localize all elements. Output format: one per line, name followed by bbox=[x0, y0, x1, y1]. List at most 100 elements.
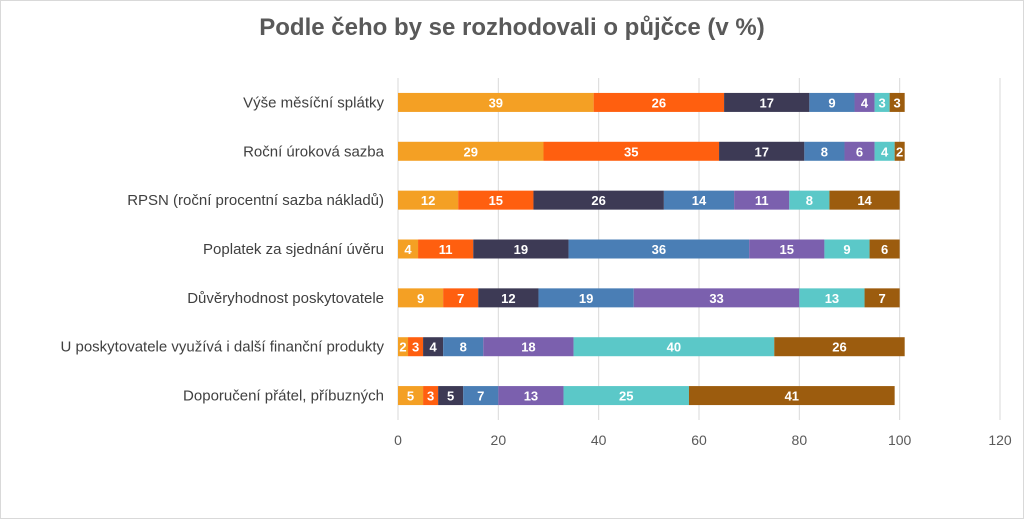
bar-segment bbox=[483, 337, 574, 357]
bar-segment bbox=[473, 239, 569, 259]
bar-segment bbox=[804, 141, 845, 161]
bar-segment bbox=[443, 288, 479, 308]
x-tick-label: 40 bbox=[591, 432, 607, 448]
data-label: 6 bbox=[856, 144, 863, 159]
bar-segment bbox=[874, 141, 895, 161]
chart-title: Podle čeho by se rozhodovali o půjčce (v… bbox=[259, 14, 765, 41]
data-label: 41 bbox=[785, 389, 799, 404]
x-tick-label: 100 bbox=[888, 432, 912, 448]
bar-segment bbox=[633, 288, 800, 308]
data-label: 2 bbox=[399, 340, 406, 355]
data-label: 9 bbox=[828, 95, 835, 110]
data-label: 2 bbox=[896, 144, 903, 159]
bar-segment bbox=[398, 386, 424, 406]
data-label: 9 bbox=[843, 242, 850, 257]
data-label: 14 bbox=[692, 193, 707, 208]
data-label: 40 bbox=[667, 340, 681, 355]
bar-segment bbox=[538, 288, 634, 308]
data-label: 19 bbox=[579, 291, 593, 306]
data-label: 4 bbox=[881, 144, 889, 159]
bar-segment bbox=[719, 141, 805, 161]
data-label: 11 bbox=[755, 193, 769, 208]
bar-segment bbox=[418, 239, 474, 259]
bar-segment bbox=[423, 337, 444, 357]
data-label: 9 bbox=[417, 291, 424, 306]
data-label: 33 bbox=[709, 291, 723, 306]
category-label: Roční úroková sazba bbox=[243, 143, 385, 160]
category-label: Výše měsíční splátky bbox=[243, 94, 384, 111]
bar-segment bbox=[869, 239, 900, 259]
bar-segment bbox=[408, 337, 424, 357]
bar-segment bbox=[663, 190, 735, 210]
bar-segment bbox=[398, 92, 594, 112]
data-label: 29 bbox=[464, 144, 478, 159]
data-label: 15 bbox=[780, 242, 794, 257]
bar-segment bbox=[438, 386, 464, 406]
bar-segment bbox=[889, 92, 905, 112]
data-label: 8 bbox=[821, 144, 828, 159]
bar-segment bbox=[498, 386, 564, 406]
data-label: 3 bbox=[878, 95, 885, 110]
data-label: 19 bbox=[514, 242, 528, 257]
data-label: 14 bbox=[857, 193, 872, 208]
bar-segment bbox=[398, 239, 419, 259]
data-label: 5 bbox=[407, 389, 414, 404]
bar-segment bbox=[463, 386, 499, 406]
category-label: Doporučení přátel, příbuzných bbox=[183, 388, 384, 405]
bar-segment bbox=[398, 288, 444, 308]
bar-segment bbox=[593, 92, 725, 112]
bar-segment bbox=[423, 386, 439, 406]
bar-segment bbox=[774, 337, 905, 357]
bar-segment bbox=[398, 337, 409, 357]
x-tick-label: 0 bbox=[394, 432, 402, 448]
data-label: 4 bbox=[861, 95, 869, 110]
bar-segment bbox=[789, 190, 830, 210]
data-label: 7 bbox=[878, 291, 885, 306]
bar-segment bbox=[533, 190, 664, 210]
data-label: 26 bbox=[591, 193, 605, 208]
data-label: 18 bbox=[521, 340, 535, 355]
bar-segment bbox=[734, 190, 790, 210]
bar-segment bbox=[809, 92, 855, 112]
x-tick-label: 60 bbox=[691, 432, 707, 448]
bar-segment bbox=[398, 141, 544, 161]
bar-segment bbox=[829, 190, 900, 210]
bar-segment bbox=[573, 337, 775, 357]
data-label: 3 bbox=[412, 340, 419, 355]
data-label: 8 bbox=[460, 340, 467, 355]
data-label: 4 bbox=[404, 242, 412, 257]
data-label: 17 bbox=[754, 144, 768, 159]
bar-segment bbox=[543, 141, 720, 161]
bar-segment bbox=[844, 141, 875, 161]
bar-segment bbox=[478, 288, 539, 308]
data-label: 12 bbox=[501, 291, 515, 306]
category-label: U poskytovatele využívá i další finanční… bbox=[61, 339, 385, 356]
category-label: RPSN (roční procentní sazba nákladů) bbox=[127, 192, 384, 209]
bar-segment bbox=[799, 288, 865, 308]
bar-segment bbox=[894, 141, 905, 161]
data-label: 8 bbox=[806, 193, 813, 208]
bar-segment bbox=[854, 92, 875, 112]
data-label: 25 bbox=[619, 389, 633, 404]
category-label: Poplatek za sjednání úvěru bbox=[203, 241, 384, 258]
bar-segment bbox=[458, 190, 534, 210]
bar-segment bbox=[568, 239, 750, 259]
data-label: 17 bbox=[759, 95, 773, 110]
bar-segment bbox=[864, 288, 900, 308]
data-label: 6 bbox=[881, 242, 888, 257]
bar-segment bbox=[874, 92, 890, 112]
data-label: 3 bbox=[427, 389, 434, 404]
data-label: 12 bbox=[421, 193, 435, 208]
bar-segment bbox=[749, 239, 825, 259]
bar-segment bbox=[724, 92, 810, 112]
data-label: 15 bbox=[489, 193, 503, 208]
data-label: 26 bbox=[652, 95, 666, 110]
data-label: 13 bbox=[524, 389, 538, 404]
data-label: 13 bbox=[825, 291, 839, 306]
data-label: 26 bbox=[832, 340, 846, 355]
bar-segment bbox=[398, 190, 459, 210]
data-label: 7 bbox=[457, 291, 464, 306]
x-tick-label: 80 bbox=[792, 432, 808, 448]
